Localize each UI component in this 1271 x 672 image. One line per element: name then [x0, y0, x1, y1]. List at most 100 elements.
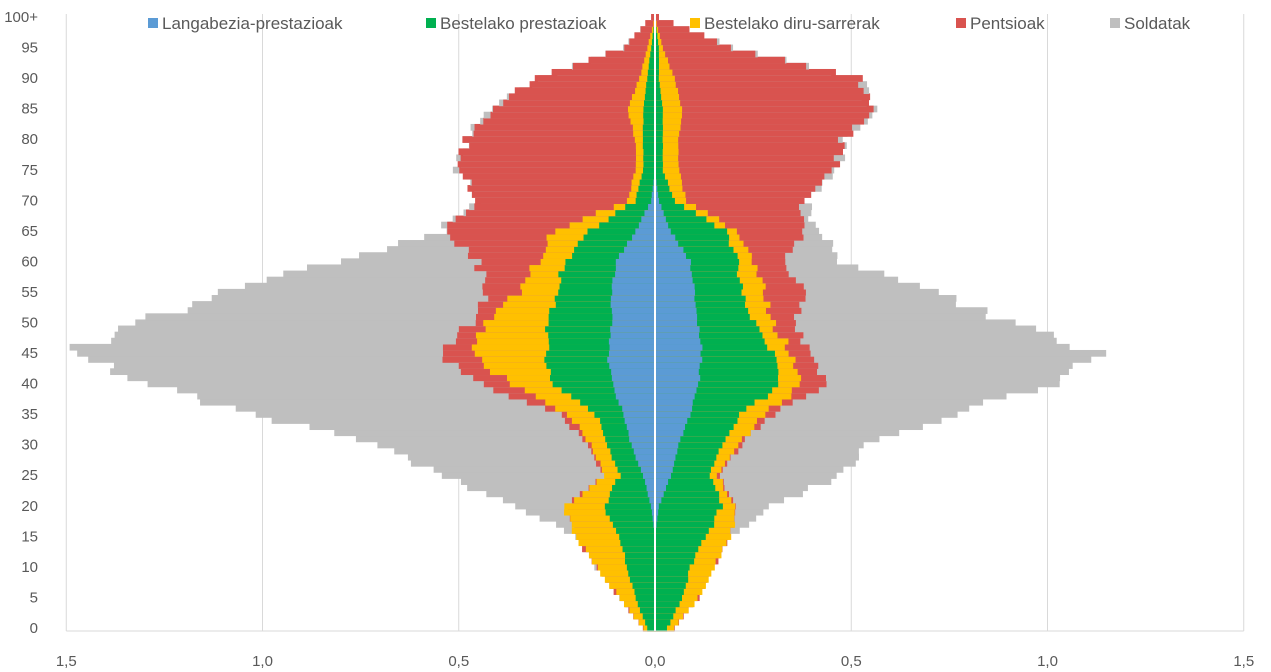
bar-right-bestelako-prestazioak-age-36 [655, 404, 747, 412]
bar-left-pentsioak-age-99 [645, 20, 655, 27]
bar-right-soldatak-age-38 [655, 392, 1007, 400]
legend-label: Pentsioak [970, 14, 1045, 33]
bar-left-bestelako-prestazioak-age-50 [548, 319, 655, 327]
bar-right-langabezia-prestazioak-age-21 [655, 496, 662, 504]
bar-left-bestelako-prestazioak-age-52 [549, 307, 655, 314]
bar-left-langabezia-prestazioak-age-42 [611, 368, 655, 376]
bar-left-bestelako-prestazioak-age-42 [550, 368, 655, 376]
bar-right-bestelako-diru-sarrerak-age-89 [655, 81, 676, 88]
y-tick-label: 20 [21, 498, 38, 515]
bar-right-bestelako-prestazioak-age-49 [655, 325, 760, 333]
bar-left-bestelako-prestazioak-age-70 [635, 197, 655, 204]
bar-left-langabezia-prestazioak-age-51 [612, 313, 655, 321]
bar-left-langabezia-prestazioak-age-20 [650, 502, 655, 510]
bar-left-soldatak-age-46 [69, 343, 656, 351]
bar-right-bestelako-prestazioak-age-71 [655, 191, 673, 198]
bar-left-bestelako-prestazioak-age-20 [604, 502, 655, 510]
bar-right-langabezia-prestazioak-age-40 [655, 380, 699, 388]
bar-right-bestelako-prestazioak-age-48 [655, 331, 763, 339]
bar-right-langabezia-prestazioak-age-31 [655, 435, 681, 443]
bar-right-bestelako-prestazioak-age-95 [655, 44, 659, 52]
bar-left-bestelako-diru-sarrerak-age-95 [647, 44, 655, 52]
bar-right-langabezia-prestazioak-age-64 [655, 233, 676, 241]
bar-right-bestelako-prestazioak-age-22 [655, 490, 720, 498]
bar-left-bestelako-prestazioak-age-19 [605, 508, 655, 516]
bar-right-soldatak-age-35 [655, 411, 958, 418]
bar-left-langabezia-prestazioak-age-21 [649, 496, 655, 504]
bar-left-bestelako-prestazioak-age-23 [612, 484, 655, 492]
bar-left-bestelako-prestazioak-age-16 [616, 527, 655, 534]
bar-left-langabezia-prestazioak-age-34 [624, 417, 655, 424]
bar-left-bestelako-diru-sarrerak-age-11 [591, 557, 655, 565]
bar-left-langabezia-prestazioak-age-65 [635, 227, 655, 235]
x-tick-label: 1,0 [1037, 653, 1058, 670]
bar-left-bestelako-prestazioak-age-9 [628, 569, 655, 577]
bar-right-langabezia-prestazioak-age-18 [655, 514, 658, 522]
bar-left-bestelako-diru-sarrerak-age-85 [627, 105, 655, 113]
bar-left-pentsioak-age-69 [474, 203, 655, 211]
bar-left-pentsioak-age-78 [458, 148, 655, 156]
bar-left-bestelako-prestazioak-age-53 [555, 301, 655, 308]
bar-right-langabezia-prestazioak-age-46 [655, 343, 703, 351]
bar-left-pentsioak-age-75 [459, 166, 655, 174]
bar-left-bestelako-diru-sarrerak-age-14 [578, 539, 655, 547]
y-tick-label: 40 [21, 376, 38, 393]
bar-right-bestelako-prestazioak-age-46 [655, 343, 768, 351]
bar-right-bestelako-prestazioak-age-34 [655, 417, 738, 424]
bar-right-bestelako-diru-sarrerak-age-84 [655, 111, 682, 119]
bar-left-pentsioak-age-71 [471, 191, 655, 198]
bar-left-soldatak-age-43 [113, 362, 655, 369]
bar-right-bestelako-prestazioak-age-61 [655, 252, 738, 259]
bar-left-soldatak-age-51 [145, 313, 655, 321]
bar-right-bestelako-prestazioak-age-12 [655, 551, 696, 559]
bar-left-bestelako-prestazioak-age-12 [625, 551, 655, 559]
bar-left-pentsioak-age-68 [466, 209, 655, 217]
bar-right-pentsioak-age-86 [655, 99, 870, 107]
bar-left-langabezia-prestazioak-age-72 [652, 185, 655, 192]
bar-right-bestelako-prestazioak-age-3 [655, 606, 676, 614]
bar-right-langabezia-prestazioak-age-69 [655, 203, 662, 211]
bar-left-langabezia-prestazioak-age-62 [624, 246, 655, 253]
bar-right-bestelako-prestazioak-age-23 [655, 484, 716, 492]
bar-right-langabezia-prestazioak-age-37 [655, 398, 693, 406]
bar-left-pentsioak-age-84 [490, 111, 655, 119]
bar-left-langabezia-prestazioak-age-45 [608, 349, 655, 357]
bar-right-pentsioak-age-90 [655, 75, 863, 82]
bar-right-bestelako-prestazioak-age-92 [655, 62, 659, 70]
bar-right-bestelako-prestazioak-age-27 [655, 459, 715, 467]
bar-right-bestelako-prestazioak-age-32 [655, 429, 730, 437]
legend-label: Bestelako prestazioak [440, 14, 607, 33]
bar-left-bestelako-prestazioak-age-97 [652, 32, 655, 40]
bar-left-pentsioak-age-81 [473, 130, 655, 137]
bar-right-bestelako-diru-sarrerak-age-95 [655, 44, 663, 52]
bar-left-bestelako-prestazioak-age-21 [608, 496, 655, 504]
bar-right-pentsioak-age-95 [655, 44, 731, 52]
bar-left-langabezia-prestazioak-age-24 [645, 478, 655, 485]
bar-left-bestelako-prestazioak-age-41 [550, 374, 655, 382]
bar-left-bestelako-prestazioak-age-60 [565, 258, 655, 266]
bar-right-pentsioak-age-81 [655, 130, 854, 137]
bar-left-bestelako-prestazioak-age-72 [638, 185, 655, 192]
bar-left-pentsioak-age-66 [447, 221, 655, 229]
bar-left-soldatak-age-41 [127, 374, 655, 382]
bar-right-bestelako-prestazioak-age-96 [655, 38, 659, 46]
bar-left-bestelako-prestazioak-age-75 [643, 166, 655, 174]
bar-left-langabezia-prestazioak-age-18 [652, 514, 655, 522]
y-tick-label: 85 [21, 101, 38, 118]
bar-left-soldatak-age-40 [147, 380, 656, 388]
bar-left-pentsioak-age-79 [469, 142, 655, 149]
bar-right-soldatak-age-40 [655, 380, 1060, 388]
bar-left-bestelako-prestazioak-age-59 [564, 264, 655, 272]
bar-right-pentsioak-age-97 [655, 32, 705, 40]
bar-left-langabezia-prestazioak-age-35 [623, 411, 655, 418]
bar-left-bestelako-diru-sarrerak-age-87 [631, 93, 655, 101]
bar-right-langabezia-prestazioak-age-20 [655, 502, 659, 510]
bar-left-bestelako-prestazioak-age-54 [554, 295, 655, 302]
bar-right-pentsioak-age-74 [655, 172, 825, 180]
legend-swatch [956, 18, 966, 28]
bar-left-bestelako-prestazioak-age-67 [608, 215, 655, 223]
bar-right-bestelako-diru-sarrerak-age-82 [655, 123, 681, 131]
bar-left-langabezia-prestazioak-age-60 [615, 258, 655, 266]
bar-left-bestelako-prestazioak-age-7 [632, 582, 655, 589]
bar-right-pentsioak-age-99 [655, 20, 674, 27]
